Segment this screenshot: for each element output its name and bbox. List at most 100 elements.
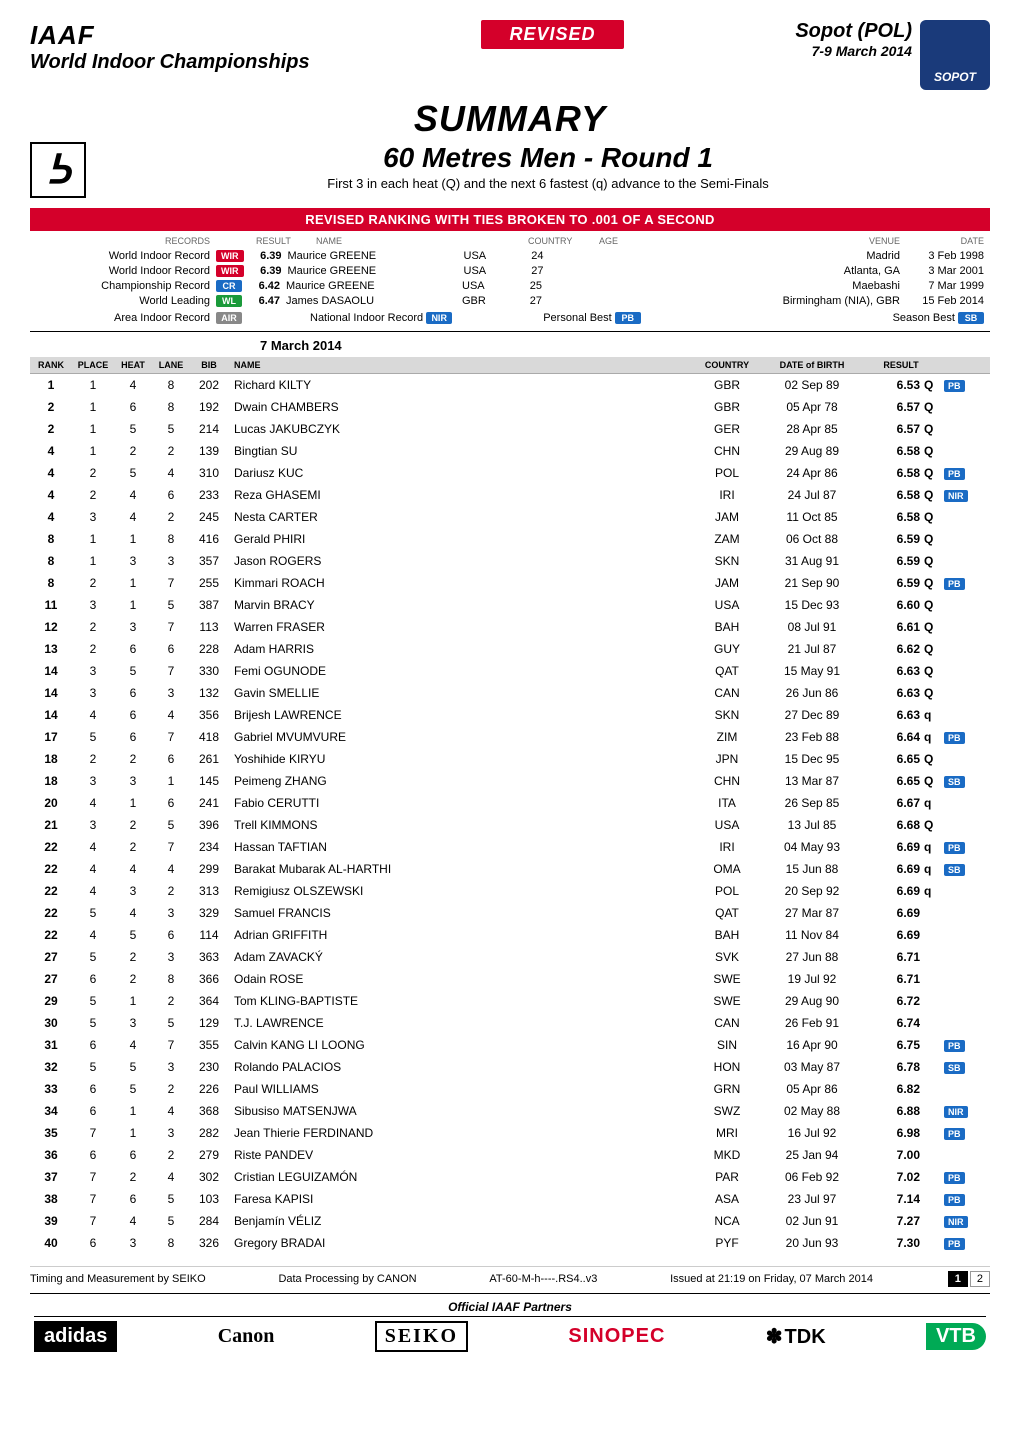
cell-badge bbox=[940, 1012, 990, 1034]
sb-label: Season Best bbox=[893, 312, 955, 324]
cell-name: Rolando PALACIOS bbox=[228, 1056, 692, 1078]
cell-bib: 230 bbox=[190, 1056, 228, 1078]
cell-dob: 26 Sep 85 bbox=[762, 792, 862, 814]
col-country: COUNTRY bbox=[692, 357, 762, 374]
cell-heat: 2 bbox=[114, 814, 152, 836]
cell-bib: 103 bbox=[190, 1188, 228, 1210]
cell-heat: 4 bbox=[114, 1034, 152, 1056]
cell-heat: 6 bbox=[114, 726, 152, 748]
cell-lane: 5 bbox=[152, 1188, 190, 1210]
cell-qual bbox=[922, 990, 940, 1012]
cell-bib: 330 bbox=[190, 660, 228, 682]
header-right: Sopot (POL) 7-9 March 2014 bbox=[795, 20, 912, 59]
cell-name: Nesta CARTER bbox=[228, 506, 692, 528]
event-title: 60 Metres Men - Round 1 bbox=[106, 142, 990, 174]
cell-place: 5 bbox=[72, 1056, 114, 1078]
table-row: 22427234Hassan TAFTIANIRI04 May 936.69qP… bbox=[30, 836, 990, 858]
cell-dob: 31 Aug 91 bbox=[762, 550, 862, 572]
cell-badge bbox=[940, 748, 990, 770]
cell-result: 7.00 bbox=[862, 1144, 922, 1166]
cell-result: 7.27 bbox=[862, 1210, 922, 1232]
cell-result: 6.69 bbox=[862, 924, 922, 946]
cell-name: Kimmari ROACH bbox=[228, 572, 692, 594]
cell-country: CHN bbox=[692, 770, 762, 792]
cell-dob: 19 Jul 92 bbox=[762, 968, 862, 990]
cell-lane: 4 bbox=[152, 1166, 190, 1188]
table-row: 34614368Sibusiso MATSENJWASWZ02 May 886.… bbox=[30, 1100, 990, 1122]
record-country: USA bbox=[464, 265, 514, 277]
cell-heat: 5 bbox=[114, 1056, 152, 1078]
cell-dob: 21 Sep 90 bbox=[762, 572, 862, 594]
table-row: 11315387Marvin BRACYUSA15 Dec 936.60Q bbox=[30, 594, 990, 616]
record-venue: Birmingham (NIA), GBR bbox=[542, 295, 904, 307]
cell-dob: 27 Dec 89 bbox=[762, 704, 862, 726]
cell-dob: 29 Aug 90 bbox=[762, 990, 862, 1012]
sponsors-label: Official IAAF Partners bbox=[34, 1300, 986, 1317]
cell-badge bbox=[940, 924, 990, 946]
cell-country: JAM bbox=[692, 506, 762, 528]
cell-result: 6.59 bbox=[862, 550, 922, 572]
cell-result: 6.74 bbox=[862, 1012, 922, 1034]
cell-result: 6.98 bbox=[862, 1122, 922, 1144]
cell-place: 5 bbox=[72, 946, 114, 968]
record-result: 6.39Maurice GREENE bbox=[244, 265, 464, 277]
record-label: World Leading bbox=[36, 295, 216, 307]
result-badge: SB bbox=[944, 776, 965, 788]
cell-country: JAM bbox=[692, 572, 762, 594]
cell-place: 4 bbox=[72, 836, 114, 858]
cell-result: 6.69 bbox=[862, 902, 922, 924]
cell-qual: Q bbox=[922, 418, 940, 440]
cell-country: POL bbox=[692, 462, 762, 484]
cell-lane: 8 bbox=[152, 396, 190, 418]
cell-country: HON bbox=[692, 1056, 762, 1078]
cell-place: 6 bbox=[72, 1034, 114, 1056]
cell-place: 3 bbox=[72, 770, 114, 792]
runner-icon: ᕊ bbox=[30, 142, 86, 198]
cell-lane: 7 bbox=[152, 1034, 190, 1056]
cell-result: 6.63 bbox=[862, 660, 922, 682]
cell-place: 2 bbox=[72, 462, 114, 484]
cell-name: Adam HARRIS bbox=[228, 638, 692, 660]
cell-badge bbox=[940, 682, 990, 704]
cell-lane: 2 bbox=[152, 1078, 190, 1100]
cell-badge bbox=[940, 1144, 990, 1166]
cell-rank: 34 bbox=[30, 1100, 72, 1122]
cell-result: 6.62 bbox=[862, 638, 922, 660]
cell-qual bbox=[922, 968, 940, 990]
table-row: 40638326Gregory BRADAIPYF20 Jun 937.30PB bbox=[30, 1232, 990, 1254]
sponsor-tdk: TDK bbox=[766, 1324, 826, 1349]
record-line: World LeadingWL6.47James DASAOLUGBR27Bir… bbox=[36, 293, 984, 308]
cell-qual: q bbox=[922, 836, 940, 858]
event-header: ᕊ 60 Metres Men - Round 1 First 3 in eac… bbox=[30, 142, 990, 198]
cell-lane: 4 bbox=[152, 462, 190, 484]
cell-country: USA bbox=[692, 814, 762, 836]
cell-country: NCA bbox=[692, 1210, 762, 1232]
cell-country: ITA bbox=[692, 792, 762, 814]
cell-place: 4 bbox=[72, 924, 114, 946]
cell-lane: 5 bbox=[152, 1012, 190, 1034]
hdr-name: NAME bbox=[308, 236, 528, 246]
record-date: 7 Mar 1999 bbox=[904, 280, 984, 292]
cell-dob: 27 Jun 88 bbox=[762, 946, 862, 968]
cell-result: 6.69 bbox=[862, 836, 922, 858]
cell-lane: 6 bbox=[152, 638, 190, 660]
cell-name: Marvin BRACY bbox=[228, 594, 692, 616]
cell-bib: 329 bbox=[190, 902, 228, 924]
cell-lane: 2 bbox=[152, 440, 190, 462]
cell-qual: q bbox=[922, 792, 940, 814]
cell-result: 6.75 bbox=[862, 1034, 922, 1056]
cell-dob: 28 Apr 85 bbox=[762, 418, 862, 440]
sponsor-vtb: VTB bbox=[926, 1323, 986, 1350]
page-title: SUMMARY bbox=[30, 98, 990, 140]
cell-heat: 2 bbox=[114, 946, 152, 968]
pb-pill: PB bbox=[615, 312, 641, 324]
cell-dob: 06 Feb 92 bbox=[762, 1166, 862, 1188]
cell-dob: 26 Jun 86 bbox=[762, 682, 862, 704]
cell-qual: Q bbox=[922, 572, 940, 594]
cell-name: Faresa KAPISI bbox=[228, 1188, 692, 1210]
cell-bib: 226 bbox=[190, 1078, 228, 1100]
cell-badge: PB bbox=[940, 374, 990, 396]
record-country: USA bbox=[462, 280, 512, 292]
cell-lane: 2 bbox=[152, 1144, 190, 1166]
cell-place: 3 bbox=[72, 660, 114, 682]
